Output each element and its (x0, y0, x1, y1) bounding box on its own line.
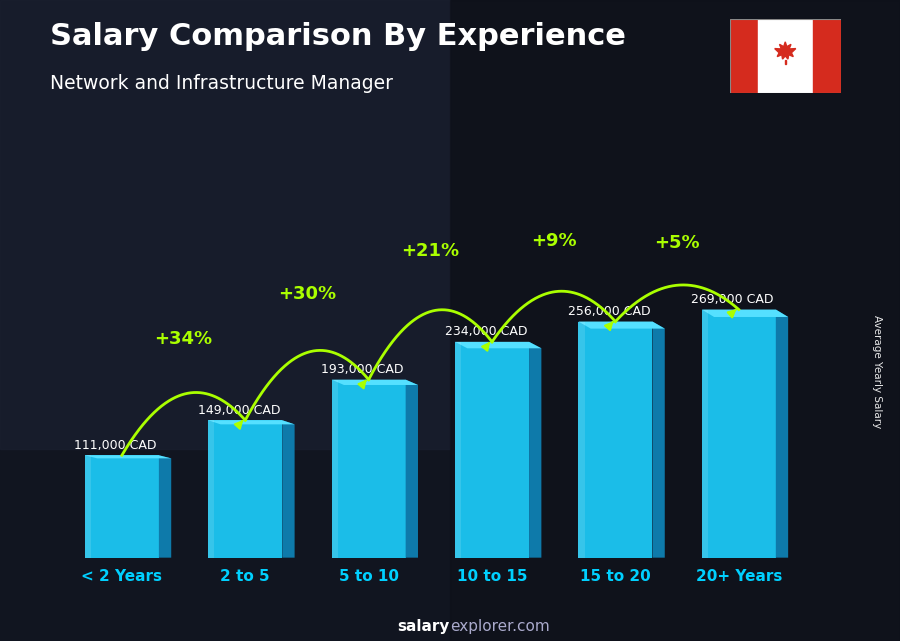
Bar (785, 60, 786, 64)
Text: 149,000 CAD: 149,000 CAD (198, 403, 280, 417)
Polygon shape (702, 310, 776, 558)
Polygon shape (85, 455, 171, 458)
Text: salary: salary (398, 619, 450, 635)
Bar (758, 19, 813, 93)
Polygon shape (702, 310, 788, 317)
Text: +21%: +21% (401, 242, 459, 260)
Text: +9%: +9% (531, 231, 577, 249)
Bar (0, 0, 450, 449)
Text: 234,000 CAD: 234,000 CAD (445, 325, 527, 338)
Polygon shape (406, 379, 418, 558)
Polygon shape (455, 342, 542, 348)
Polygon shape (208, 420, 294, 424)
Polygon shape (283, 420, 294, 558)
Text: Network and Infrastructure Manager: Network and Infrastructure Manager (50, 74, 392, 93)
Text: 269,000 CAD: 269,000 CAD (691, 293, 774, 306)
Polygon shape (331, 379, 406, 558)
Text: Average Yearly Salary: Average Yearly Salary (872, 315, 883, 428)
Polygon shape (529, 342, 542, 558)
Polygon shape (455, 342, 529, 558)
Polygon shape (775, 42, 796, 59)
Polygon shape (579, 322, 585, 558)
Text: +34%: +34% (155, 330, 212, 348)
Polygon shape (208, 420, 214, 558)
Bar (813, 19, 841, 93)
Text: Salary Comparison By Experience: Salary Comparison By Experience (50, 22, 625, 51)
Text: 193,000 CAD: 193,000 CAD (321, 363, 404, 376)
Bar (730, 19, 758, 93)
Polygon shape (331, 379, 338, 558)
Text: explorer.com: explorer.com (450, 619, 550, 635)
Polygon shape (579, 322, 652, 558)
Polygon shape (455, 342, 461, 558)
Polygon shape (85, 455, 159, 558)
Polygon shape (776, 310, 788, 558)
Polygon shape (652, 322, 665, 558)
Text: 111,000 CAD: 111,000 CAD (75, 438, 157, 451)
Polygon shape (702, 310, 708, 558)
Text: +30%: +30% (278, 285, 336, 303)
Polygon shape (208, 420, 283, 558)
Polygon shape (159, 455, 171, 558)
Polygon shape (579, 322, 665, 329)
Polygon shape (85, 455, 91, 558)
Text: 256,000 CAD: 256,000 CAD (568, 305, 651, 318)
Bar (450, 0, 900, 641)
Text: +5%: +5% (654, 235, 700, 253)
Polygon shape (331, 379, 418, 385)
